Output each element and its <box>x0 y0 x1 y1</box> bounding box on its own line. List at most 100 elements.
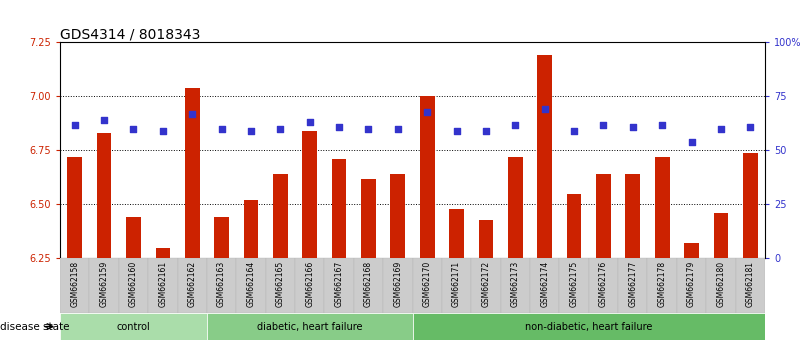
Point <box>744 124 757 130</box>
Text: non-diabetic, heart failure: non-diabetic, heart failure <box>525 321 653 332</box>
Point <box>597 122 610 127</box>
Point <box>714 126 727 132</box>
Bar <box>684 243 698 258</box>
Text: GSM662178: GSM662178 <box>658 261 666 307</box>
Bar <box>413 313 765 340</box>
Text: GSM662166: GSM662166 <box>305 261 314 307</box>
Bar <box>60 258 90 313</box>
Bar <box>97 133 111 258</box>
Bar <box>207 258 236 313</box>
Point <box>392 126 405 132</box>
Text: diabetic, heart failure: diabetic, heart failure <box>257 321 363 332</box>
Bar <box>90 258 119 313</box>
Text: GSM662181: GSM662181 <box>746 261 755 307</box>
Bar <box>185 88 199 258</box>
Bar <box>178 258 207 313</box>
Bar <box>332 159 346 258</box>
Bar <box>273 174 288 258</box>
Bar <box>361 178 376 258</box>
Text: GSM662167: GSM662167 <box>335 261 344 307</box>
Bar <box>449 209 464 258</box>
Bar <box>354 258 383 313</box>
Text: GSM662177: GSM662177 <box>628 261 638 307</box>
Bar <box>413 258 442 313</box>
Point <box>156 128 169 134</box>
Point <box>626 124 639 130</box>
Text: GSM662168: GSM662168 <box>364 261 373 307</box>
Point <box>98 118 111 123</box>
Point <box>215 126 228 132</box>
Bar <box>596 174 610 258</box>
Text: GSM662163: GSM662163 <box>217 261 226 307</box>
Bar <box>714 213 728 258</box>
Point <box>450 128 463 134</box>
Bar <box>566 194 582 258</box>
Point <box>244 128 257 134</box>
Bar <box>119 258 148 313</box>
Text: GSM662173: GSM662173 <box>511 261 520 307</box>
Point <box>538 107 551 112</box>
Point <box>274 126 287 132</box>
Text: GSM662161: GSM662161 <box>159 261 167 307</box>
Text: GSM662164: GSM662164 <box>247 261 256 307</box>
Bar <box>324 258 354 313</box>
Bar <box>420 97 434 258</box>
Text: GSM662170: GSM662170 <box>423 261 432 307</box>
Text: GSM662162: GSM662162 <box>187 261 197 307</box>
Point <box>656 122 669 127</box>
Bar <box>214 217 229 258</box>
Bar <box>508 157 522 258</box>
Text: GSM662171: GSM662171 <box>452 261 461 307</box>
Bar <box>67 157 82 258</box>
Bar <box>706 258 735 313</box>
Bar <box>383 258 413 313</box>
Point <box>568 128 581 134</box>
Bar <box>537 56 552 258</box>
Bar <box>295 258 324 313</box>
Text: GSM662174: GSM662174 <box>540 261 549 307</box>
Bar <box>618 258 647 313</box>
Text: GSM662172: GSM662172 <box>481 261 490 307</box>
Point <box>304 120 316 125</box>
Bar <box>501 258 530 313</box>
Bar <box>442 258 471 313</box>
Text: GSM662175: GSM662175 <box>570 261 578 307</box>
Bar <box>647 258 677 313</box>
Point <box>186 111 199 116</box>
Point <box>685 139 698 145</box>
Bar <box>148 258 178 313</box>
Bar <box>743 153 758 258</box>
Point <box>68 122 81 127</box>
Bar <box>478 219 493 258</box>
Bar <box>207 313 413 340</box>
Bar <box>471 258 501 313</box>
Bar <box>626 174 640 258</box>
Point <box>127 126 140 132</box>
Point <box>480 128 493 134</box>
Bar <box>244 200 258 258</box>
Bar <box>559 258 589 313</box>
Text: GSM662179: GSM662179 <box>687 261 696 307</box>
Text: GSM662180: GSM662180 <box>716 261 726 307</box>
Bar <box>390 174 405 258</box>
Text: GSM662159: GSM662159 <box>99 261 109 307</box>
Text: GSM662160: GSM662160 <box>129 261 138 307</box>
Text: disease state: disease state <box>0 321 70 332</box>
Text: GSM662169: GSM662169 <box>393 261 402 307</box>
Bar <box>236 258 266 313</box>
Text: GDS4314 / 8018343: GDS4314 / 8018343 <box>60 27 200 41</box>
Text: control: control <box>117 321 151 332</box>
Bar <box>266 258 295 313</box>
Point <box>421 109 433 114</box>
Point <box>362 126 375 132</box>
Bar <box>60 313 207 340</box>
Bar <box>155 248 170 258</box>
Bar <box>126 217 141 258</box>
Bar <box>735 258 765 313</box>
Text: GSM662165: GSM662165 <box>276 261 285 307</box>
Bar <box>302 131 317 258</box>
Point <box>332 124 345 130</box>
Bar <box>677 258 706 313</box>
Text: GSM662176: GSM662176 <box>599 261 608 307</box>
Bar <box>530 258 559 313</box>
